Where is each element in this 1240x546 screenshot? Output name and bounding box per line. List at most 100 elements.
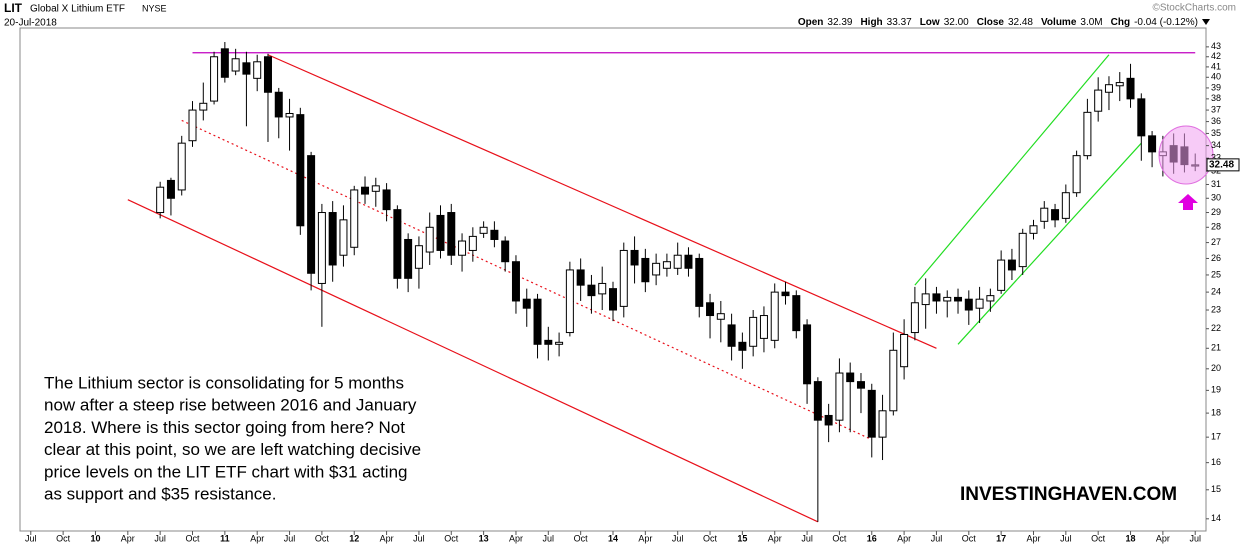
x-tick-label: Jul (801, 533, 813, 543)
candle-body (1137, 98, 1146, 137)
quote-label: Open (798, 17, 824, 28)
candle-body (328, 212, 337, 266)
candle-body (188, 109, 197, 142)
x-tick-label: Oct (1091, 533, 1106, 543)
candle-body (1018, 232, 1027, 268)
quote-line: Open 32.39 High 33.37 Low 32.00 Close 32.48 Volu… (798, 17, 1198, 28)
highlight-arrow (1178, 194, 1198, 210)
x-tick-label: Apr (1156, 533, 1170, 543)
candle-body (210, 56, 219, 102)
candle-body (1051, 209, 1060, 221)
x-tick-label: 14 (608, 533, 618, 543)
candle-body (533, 298, 542, 345)
candle-body (393, 209, 402, 279)
x-tick-label: Oct (703, 533, 718, 543)
candle-body (943, 296, 952, 302)
y-tick-label: 39 (1211, 82, 1221, 92)
y-tick-label: 35 (1211, 128, 1221, 138)
candle-body (867, 389, 876, 438)
x-tick-label: Jul (413, 533, 425, 543)
candle-body (964, 298, 973, 311)
candle-body (555, 341, 564, 345)
candle-body (199, 102, 208, 111)
x-tick-label: Oct (56, 533, 71, 543)
y-tick-label: 36 (1211, 116, 1221, 126)
watermark: INVESTINGHAVEN.COM (960, 484, 1177, 505)
y-tick-label: 23 (1211, 304, 1221, 314)
candle-body (231, 58, 240, 72)
y-tick-label: 19 (1211, 385, 1221, 395)
candle-body (630, 249, 639, 266)
candle-body (673, 254, 682, 269)
x-tick-label: Apr (897, 533, 911, 543)
candle-body (317, 212, 326, 284)
candle-body (1126, 77, 1135, 100)
annotation-line: 2018. Where is this sector going from he… (44, 418, 405, 437)
quote-value: 32.00 (944, 17, 969, 28)
y-tick-label: 33 (1211, 153, 1221, 163)
candle-body (738, 341, 747, 351)
candle-body (371, 185, 380, 192)
annotation-line: clear at this point, so we are left watc… (44, 440, 421, 459)
candle-body (1148, 135, 1157, 153)
quote-label: Chg (1111, 17, 1130, 28)
annotation-line: The Lithium sector is consolidating for … (44, 373, 404, 392)
candle-body (1104, 84, 1113, 93)
candle-body (856, 381, 865, 389)
y-tick-label: 27 (1211, 237, 1221, 247)
candle-body (307, 155, 316, 274)
candle-body (727, 324, 736, 347)
x-tick-label: 15 (737, 533, 747, 543)
candle-body (889, 349, 898, 412)
quote-value: 32.39 (827, 17, 852, 28)
candle-body (490, 229, 499, 240)
candle-body (1072, 155, 1081, 194)
x-tick-label: 12 (349, 533, 359, 543)
candle-body (447, 212, 456, 256)
chart-date: 20-Jul-2018 (4, 18, 57, 29)
x-tick-label: Apr (121, 533, 135, 543)
change-arrow (1202, 19, 1210, 25)
candle-body (975, 298, 984, 309)
x-tick-label: 11 (220, 533, 230, 543)
x-tick-label: 18 (1126, 533, 1136, 543)
candle-body (695, 257, 704, 307)
x-tick-label: Oct (315, 533, 330, 543)
annotation-line: now after a steep rise between 2016 and … (44, 396, 417, 415)
candle-body (759, 315, 768, 339)
candle-body (263, 56, 272, 93)
candle-body (1115, 82, 1124, 87)
y-tick-label: 30 (1211, 193, 1221, 203)
x-tick-label: Apr (250, 533, 264, 543)
y-tick-label: 40 (1211, 72, 1221, 82)
x-tick-label: 10 (90, 533, 100, 543)
x-tick-label: Oct (186, 533, 201, 543)
y-tick-label: 42 (1211, 51, 1221, 61)
candle-body (619, 249, 628, 307)
security-name: Global X Lithium ETF (30, 4, 125, 15)
symbol: LIT (4, 1, 23, 15)
last-price-box (1206, 158, 1240, 172)
x-tick-label: 16 (867, 533, 877, 543)
candle-body (350, 189, 359, 248)
x-tick-label: Jul (543, 533, 555, 543)
x-tick-label: Apr (768, 533, 782, 543)
candle-body (1007, 259, 1016, 271)
candle-body (932, 293, 941, 302)
y-tick-label: 26 (1211, 253, 1221, 263)
y-tick-label: 16 (1211, 457, 1221, 467)
x-tick-label: Apr (509, 533, 523, 543)
x-tick-label: Jul (931, 533, 943, 543)
candle-body (835, 372, 844, 421)
candle-body (770, 291, 779, 341)
quote-value: 3.0M (1080, 17, 1102, 28)
x-tick-label: Apr (638, 533, 652, 543)
x-tick-label: Jul (672, 533, 684, 543)
quote-value: 32.48 (1008, 17, 1033, 28)
quote-label: Volume (1041, 17, 1077, 28)
candle-body (479, 226, 488, 234)
trendline (127, 199, 819, 523)
candle-body (404, 238, 413, 279)
y-tick-label: 28 (1211, 222, 1221, 232)
